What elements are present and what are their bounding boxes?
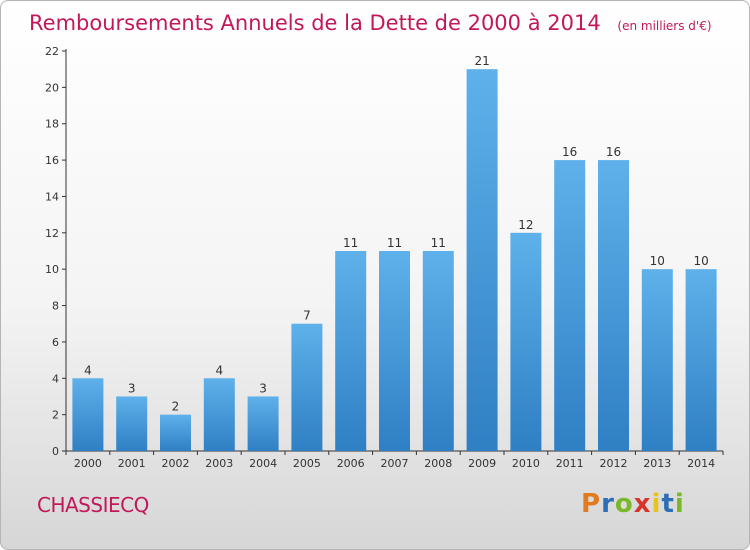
y-tick-label-12: 12 bbox=[45, 227, 59, 240]
x-tick-label-2003: 2003 bbox=[205, 457, 233, 470]
brand-letter-2: o bbox=[614, 489, 634, 519]
x-tick-label-2005: 2005 bbox=[293, 457, 321, 470]
bar-2005 bbox=[291, 323, 323, 451]
chart-subtitle: (en milliers d'€) bbox=[617, 19, 711, 33]
value-label-2004: 3 bbox=[259, 381, 267, 395]
bar-2004 bbox=[247, 396, 279, 451]
bar-2009 bbox=[466, 69, 498, 451]
value-label-2014: 10 bbox=[693, 254, 708, 268]
value-label-2005: 7 bbox=[303, 309, 311, 323]
y-tick-label-6: 6 bbox=[52, 336, 59, 349]
x-tick-label-2007: 2007 bbox=[381, 457, 409, 470]
chart-title: Remboursements Annuels de la Dette de 20… bbox=[29, 11, 712, 35]
x-tick-label-2011: 2011 bbox=[556, 457, 584, 470]
value-label-2011: 16 bbox=[562, 145, 577, 159]
x-tick-label-2010: 2010 bbox=[512, 457, 540, 470]
x-tick-label-2001: 2001 bbox=[118, 457, 146, 470]
brand-letter-1: r bbox=[601, 489, 615, 519]
y-tick-label-20: 20 bbox=[45, 81, 59, 94]
y-tick-label-0: 0 bbox=[52, 445, 59, 458]
brand-letter-5: t bbox=[661, 489, 675, 519]
brand-letter-4: i bbox=[651, 489, 662, 519]
value-label-2002: 2 bbox=[172, 400, 180, 414]
bar-2014 bbox=[685, 269, 717, 451]
brand-letter-3: x bbox=[633, 489, 652, 519]
value-label-2003: 4 bbox=[215, 363, 223, 377]
y-tick-label-2: 2 bbox=[52, 409, 59, 422]
y-tick-label-14: 14 bbox=[45, 190, 59, 203]
y-tick-label-16: 16 bbox=[45, 154, 59, 167]
x-tick-label-2009: 2009 bbox=[468, 457, 496, 470]
bar-2000 bbox=[72, 378, 104, 451]
bar-2007 bbox=[379, 251, 410, 451]
brand-logo: Proxiti bbox=[581, 489, 685, 519]
brand-letter-0: P bbox=[581, 489, 602, 519]
value-label-2008: 11 bbox=[431, 236, 446, 250]
x-tick-label-2002: 2002 bbox=[162, 457, 190, 470]
bar-2003 bbox=[203, 378, 235, 451]
x-tick-label-2004: 2004 bbox=[249, 457, 277, 470]
bar-2010 bbox=[510, 232, 542, 451]
bar-2001 bbox=[116, 396, 148, 451]
x-tick-label-2008: 2008 bbox=[424, 457, 452, 470]
bar-2006 bbox=[335, 251, 367, 451]
bars: 4 3 2 4 3 7 11 11 11 21 12 16 16 10 10 bbox=[72, 54, 717, 451]
x-tick-label-2014: 2014 bbox=[687, 457, 715, 470]
brand-letter-6: i bbox=[674, 489, 685, 519]
y-tick-label-4: 4 bbox=[52, 372, 59, 385]
value-label-2012: 16 bbox=[606, 145, 621, 159]
bar-2013 bbox=[641, 269, 673, 451]
y-axis: 0 2 4 6 8 10 12 14 16 18 20 22 bbox=[45, 45, 67, 458]
chart-title-main: Remboursements Annuels de la Dette de 20… bbox=[29, 11, 601, 35]
value-label-2010: 12 bbox=[518, 218, 533, 232]
value-label-2000: 4 bbox=[84, 363, 92, 377]
x-tick-label-2012: 2012 bbox=[600, 457, 628, 470]
x-axis: 2000 2001 2002 2003 2004 2005 2006 2007 2008 2009… bbox=[65, 450, 724, 470]
y-tick-label-22: 22 bbox=[45, 45, 59, 58]
y-tick-label-10: 10 bbox=[45, 263, 59, 276]
bar-2012 bbox=[598, 160, 629, 451]
value-label-2007: 11 bbox=[387, 236, 402, 250]
x-tick-label-2000: 2000 bbox=[74, 457, 102, 470]
commune-name: CHASSIECQ bbox=[37, 493, 149, 517]
x-tick-label-2013: 2013 bbox=[643, 457, 671, 470]
value-label-2013: 10 bbox=[650, 254, 665, 268]
value-label-2001: 3 bbox=[128, 381, 136, 395]
y-tick-label-18: 18 bbox=[45, 118, 59, 131]
x-tick-label-2006: 2006 bbox=[337, 457, 365, 470]
value-label-2006: 11 bbox=[343, 236, 358, 250]
bar-2011 bbox=[554, 160, 586, 451]
bar-2002 bbox=[160, 414, 191, 451]
bar-2008 bbox=[422, 251, 454, 451]
y-tick-label-8: 8 bbox=[52, 300, 59, 313]
value-label-2009: 21 bbox=[474, 54, 489, 68]
